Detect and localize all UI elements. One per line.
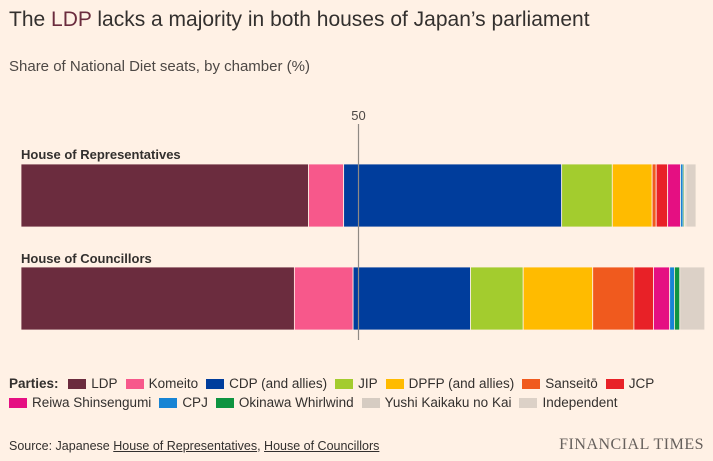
legend: Parties: LDP Komeito CDP (and allies) JIP DP… bbox=[9, 374, 699, 412]
legend-swatch bbox=[361, 398, 380, 408]
bar-segment bbox=[679, 266, 706, 331]
legend-items: LDP Komeito CDP (and allies) JIP DPFP (and a… bbox=[9, 376, 662, 410]
legend-label: CDP (and allies) bbox=[229, 376, 328, 391]
legend-item: Okinawa Whirlwind bbox=[215, 393, 354, 412]
category-label: House of Representatives bbox=[21, 147, 181, 162]
bar-segment bbox=[20, 266, 295, 331]
legend-label: DPFP (and allies) bbox=[408, 376, 515, 391]
legend-lead: Parties: bbox=[9, 376, 59, 391]
bar-segment bbox=[343, 163, 563, 228]
bar-segment bbox=[653, 266, 671, 331]
source-separator: , bbox=[257, 439, 265, 453]
legend-item: DPFP (and allies) bbox=[385, 374, 515, 393]
legend-label: JCP bbox=[628, 376, 655, 391]
source-prefix: Source: Japanese bbox=[9, 439, 114, 453]
bar-segment bbox=[674, 266, 681, 331]
legend-item: LDP bbox=[68, 374, 118, 393]
legend-item: Independent bbox=[519, 393, 618, 412]
legend-swatch bbox=[215, 398, 234, 408]
legend-label: CPJ bbox=[182, 395, 208, 410]
legend-label: Sanseitō bbox=[545, 376, 598, 391]
bar-segment bbox=[293, 266, 354, 331]
bar-segment bbox=[651, 163, 657, 228]
legend-item: Yushi Kaikaku no Kai bbox=[361, 393, 512, 412]
legend-label: LDP bbox=[91, 376, 118, 391]
bar-segment bbox=[352, 266, 471, 331]
legend-swatch bbox=[159, 398, 178, 408]
legend-item: JIP bbox=[335, 374, 378, 393]
legend-swatch bbox=[206, 379, 225, 389]
legend-item: JCP bbox=[605, 374, 655, 393]
bar-segment bbox=[592, 266, 635, 331]
legend-label: Independent bbox=[542, 395, 618, 410]
bar-segment bbox=[522, 266, 594, 331]
legend-label: Okinawa Whirlwind bbox=[238, 395, 354, 410]
legend-label: Reiwa Shinsengumi bbox=[32, 395, 152, 410]
legend-swatch bbox=[9, 398, 27, 408]
bar-segment bbox=[561, 163, 613, 228]
source-note: Source: Japanese House of Representative… bbox=[9, 439, 379, 453]
legend-label: JIP bbox=[358, 376, 378, 391]
category-label: House of Councillors bbox=[21, 251, 152, 266]
stacked-bar-chart: House of Representatives House of Council… bbox=[20, 108, 706, 340]
reference-line-label: 50 bbox=[351, 108, 365, 123]
title-highlight: LDP bbox=[51, 8, 92, 31]
source-link-representatives[interactable]: House of Representatives bbox=[113, 439, 258, 453]
bar-segment bbox=[680, 163, 684, 228]
legend-swatch bbox=[385, 379, 404, 389]
chart-subtitle: Share of National Diet seats, by chamber… bbox=[9, 58, 310, 75]
legend-swatch bbox=[68, 379, 87, 389]
legend-swatch bbox=[605, 379, 624, 389]
legend-swatch bbox=[335, 379, 354, 389]
legend-swatch bbox=[519, 398, 538, 408]
bar-segment bbox=[685, 163, 697, 228]
bar-segment bbox=[667, 163, 681, 228]
legend-item: CDP (and allies) bbox=[206, 374, 327, 393]
bar-segment bbox=[470, 266, 524, 331]
bar-segment bbox=[633, 266, 654, 331]
ft-logo: FINANCIAL TIMES bbox=[559, 436, 704, 453]
legend-label: Komeito bbox=[148, 376, 199, 391]
bar-segment bbox=[308, 163, 345, 228]
title-post: lacks a majority in both houses of Japan… bbox=[91, 8, 590, 31]
legend-item: CPJ bbox=[159, 393, 208, 412]
bar-segment bbox=[20, 163, 309, 228]
chart-title: The LDP lacks a majority in both houses … bbox=[9, 8, 590, 32]
legend-label: Yushi Kaikaku no Kai bbox=[384, 395, 512, 410]
legend-item: Sanseitō bbox=[522, 374, 598, 393]
title-pre: The bbox=[9, 8, 52, 31]
legend-swatch bbox=[522, 379, 541, 389]
legend-item: Komeito bbox=[125, 374, 199, 393]
bar-segment bbox=[669, 266, 675, 331]
legend-item: Reiwa Shinsengumi bbox=[9, 393, 151, 412]
source-link-councillors[interactable]: House of Councillors bbox=[264, 439, 380, 453]
bar-segment bbox=[655, 163, 669, 228]
legend-swatch bbox=[125, 379, 144, 389]
bar-segment bbox=[611, 163, 653, 228]
